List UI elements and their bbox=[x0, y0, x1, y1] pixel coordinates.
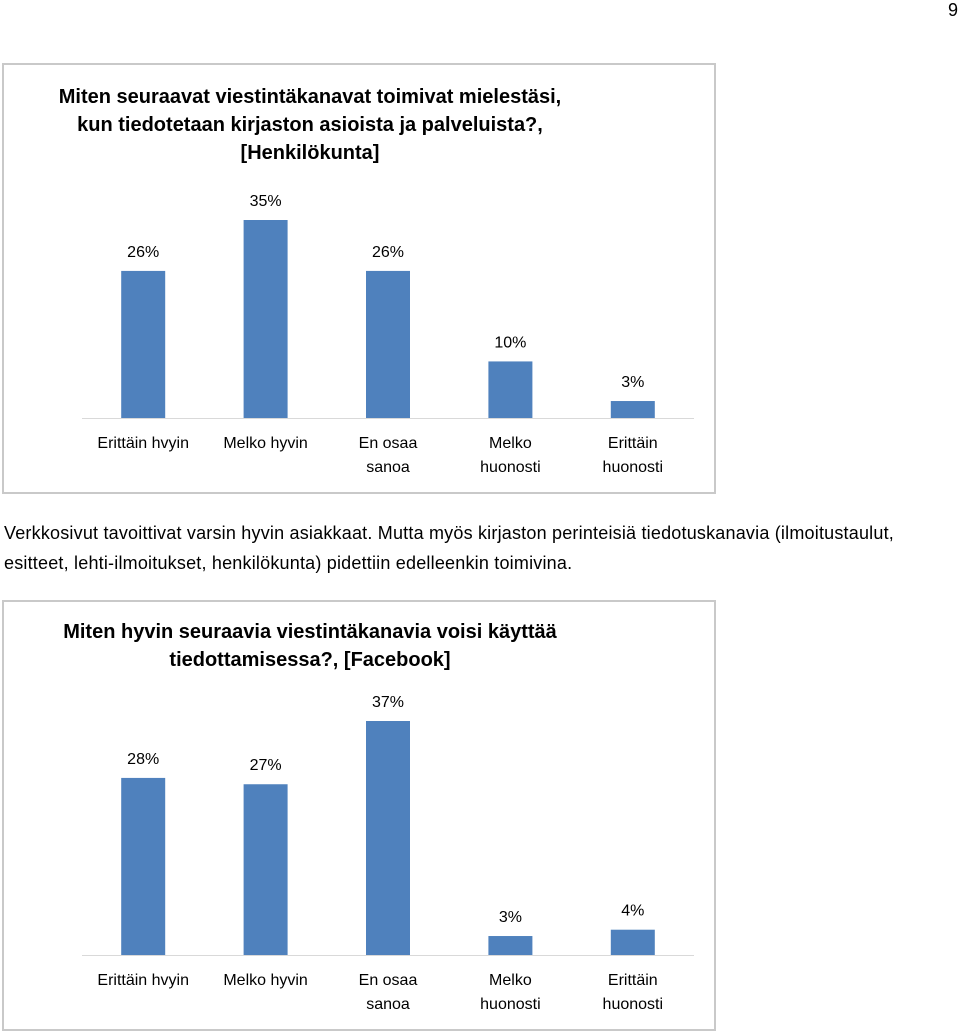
bar bbox=[243, 784, 288, 955]
data-label: 10% bbox=[494, 334, 526, 351]
x-tick-label: Erittäin hvyin bbox=[97, 435, 189, 452]
x-tick-label: Erittäin bbox=[608, 435, 658, 452]
x-tick-label: Erittäin bbox=[608, 972, 658, 989]
x-tick-label: huonosti bbox=[603, 996, 664, 1013]
bar-chart-plot: 26% Erittäin hvyin 35% Melko hyvin 26% En osa… bbox=[82, 193, 694, 476]
bar bbox=[366, 721, 410, 955]
x-tick-label: Melko bbox=[489, 972, 532, 989]
bar bbox=[610, 929, 655, 955]
bar bbox=[610, 401, 655, 418]
chart-title-line: Miten hyvin seuraavia viestintäkanavia v… bbox=[63, 621, 557, 643]
data-label: 28% bbox=[127, 751, 159, 768]
bar-chart-plot: 28% Erittäin hvyin 27% Melko hyvin 37% En osa… bbox=[82, 694, 694, 1013]
chart-title-line: tiedottamisessa?, [Facebook] bbox=[169, 649, 451, 671]
data-label: 3% bbox=[499, 909, 522, 926]
chart-title-line: Miten seuraavat viestintäkanavat toimiva… bbox=[58, 86, 562, 108]
bar bbox=[488, 936, 533, 955]
x-tick-label: Melko bbox=[489, 435, 532, 452]
chart-henkilokunta: Miten seuraavat viestintäkanavat toimiva… bbox=[2, 63, 716, 494]
chart-title-line: [Henkilökunta] bbox=[240, 142, 380, 164]
data-label: 4% bbox=[621, 903, 644, 920]
data-label: 3% bbox=[621, 374, 644, 391]
chart-title: Miten seuraavat viestintäkanavat toimiva… bbox=[4, 83, 616, 167]
bar bbox=[121, 270, 166, 418]
x-tick-label: huonosti bbox=[480, 459, 541, 476]
data-label: 35% bbox=[250, 193, 282, 210]
bar bbox=[121, 777, 166, 955]
bar bbox=[243, 220, 288, 418]
x-tick-label: sanoa bbox=[366, 459, 410, 476]
chart-title-line: kun tiedotetaan kirjaston asioista ja pa… bbox=[77, 114, 543, 136]
x-tick-label: huonosti bbox=[603, 459, 664, 476]
x-tick-label: sanoa bbox=[366, 996, 410, 1013]
x-tick-label: En osaa bbox=[359, 435, 418, 452]
x-tick-label: Erittäin hvyin bbox=[97, 972, 189, 989]
x-tick-label: Melko hyvin bbox=[223, 435, 307, 452]
data-label: 26% bbox=[372, 244, 404, 261]
data-label: 37% bbox=[372, 694, 404, 711]
x-tick-label: Melko hyvin bbox=[223, 972, 307, 989]
data-label: 27% bbox=[250, 757, 282, 774]
x-tick-label: huonosti bbox=[480, 996, 541, 1013]
bar bbox=[366, 270, 410, 418]
page-number: 9 bbox=[947, 0, 958, 20]
data-label: 26% bbox=[127, 244, 159, 261]
chart-facebook: Miten hyvin seuraavia viestintäkanavia v… bbox=[2, 600, 716, 1031]
body-paragraph: Verkkosivut tavoittivat varsin hyvin asi… bbox=[4, 523, 894, 573]
x-tick-label: En osaa bbox=[359, 972, 418, 989]
bar bbox=[488, 361, 533, 418]
chart-title: Miten hyvin seuraavia viestintäkanavia v… bbox=[4, 618, 616, 674]
